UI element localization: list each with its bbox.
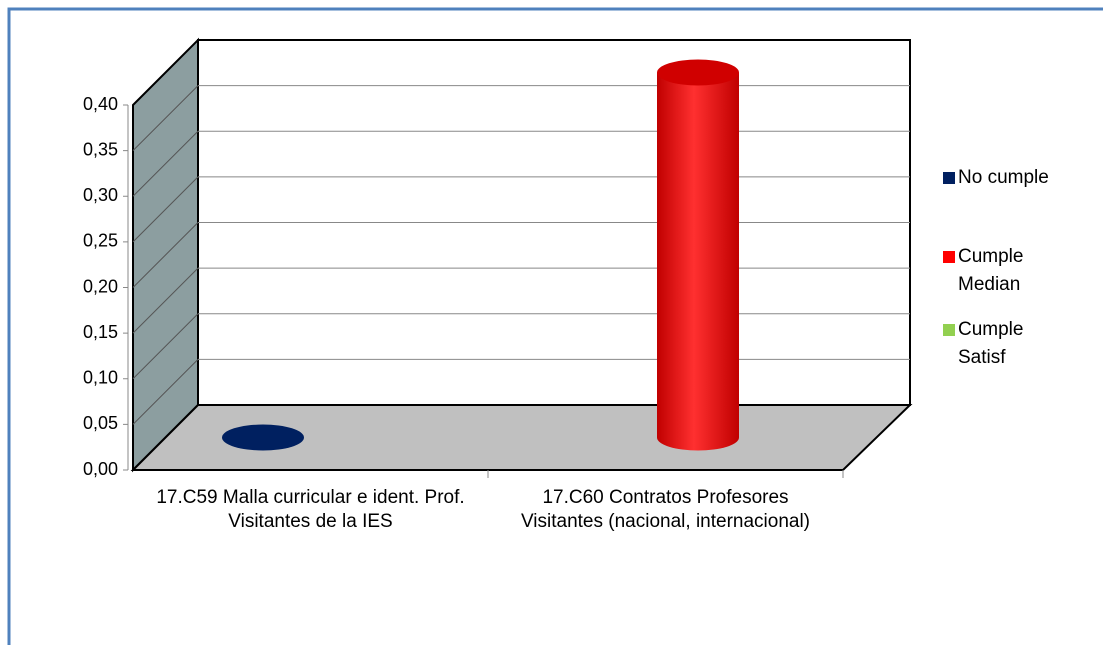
legend-swatch [943,251,955,263]
legend-swatch [943,172,955,184]
legend-label: Cumple Median [958,246,1024,295]
frame [7,7,1103,645]
grid-line [132,176,199,243]
y-tick-label: 0,30 [83,185,118,205]
x-tick-label: 17.C60 Contratos Profesores Visitantes (… [520,487,811,532]
y-tick-label: 0,05 [83,413,118,433]
bar-body [657,72,739,438]
grid-line [132,85,199,151]
grid-line [132,222,199,288]
grid-line [132,359,199,425]
y-tick-label: 0,40 [83,94,118,114]
y-tick-label: 0,00 [83,459,118,479]
bar-top [657,59,739,86]
y-tick-label: 0,25 [83,231,118,251]
bar [222,424,304,451]
y-tick-label: 0,15 [83,322,118,342]
y-tick-label: 0,35 [83,139,118,159]
y-tick-label: 0,10 [83,368,118,388]
grid-line [132,267,199,334]
y-tick-label: 0,20 [83,276,118,296]
legend-label: No cumple [958,167,1049,188]
grid-line [132,130,199,197]
legend-label: Cumple Satisf [958,319,1024,368]
grid-line [132,313,199,380]
x-tick-label: 17.C59 Malla curricular e ident. Prof. V… [156,487,465,532]
legend-swatch [943,324,955,336]
